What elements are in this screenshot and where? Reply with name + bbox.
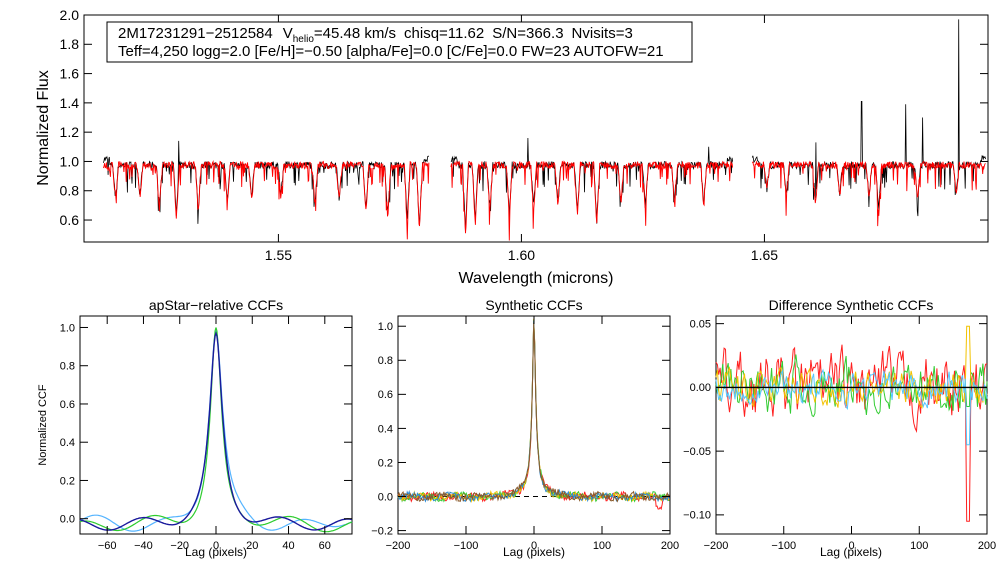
synthetic-ccf-y-tick-label: 1.0 (378, 321, 393, 333)
apstar-ccf-x-tick-label: 40 (282, 540, 294, 552)
spectrum-x-tick-label: 1.60 (508, 247, 535, 263)
synthetic-ccf-y-tick-label: 0.2 (378, 457, 393, 469)
info-line-2: Teff=4,250 logg=2.0 [Fe/H]=−0.50 [alpha/… (118, 43, 664, 60)
synthetic-ccf-panel: Synthetic CCFs −200 −100 0 100 200 −0.2 0.0 0.2… (371, 297, 679, 559)
difference-ccf-line (715, 354, 988, 418)
info-box-frame (106, 21, 693, 63)
synthetic-ccf-line (397, 322, 670, 503)
synthetic-ccf-y-tick-label: 0.0 (378, 491, 393, 503)
difference-ccf-panel: Difference Synthetic CCFs −200 −100 0 100 20… (683, 297, 996, 559)
chisq-value: chisq=11.62 (404, 25, 484, 42)
spectrum-panel: 1.55 1.60 1.65 0.6 0.8 1.0 1.2 1.4 1.6 1.8 2.0 Nor… (35, 7, 989, 287)
apstar-ccf-x-tick-label: −60 (98, 540, 117, 552)
spectrum-ticks: 1.55 1.60 1.65 0.6 0.8 1.0 1.2 1.4 1.6 1.8 2.0 (60, 7, 988, 263)
info-line-1: 2M17231291−2512584 Vhelio=45.48 km/s chisq… (118, 25, 633, 45)
synthetic-ccf-x-tick-label: −200 (386, 540, 411, 552)
model-spectrum-line (751, 160, 986, 227)
apstar-ccf-y-tick-label: 0.2 (60, 475, 75, 487)
synthetic-ccf-y-tick-label: 0.4 (378, 423, 393, 435)
apstar-ccf-x-tick-label: −40 (134, 540, 153, 552)
apstar-ccf-x-tick-label: 60 (319, 540, 331, 552)
snr-value: S/N=366.3 (492, 25, 563, 42)
spectrum-y-tick-label: 1.2 (60, 124, 80, 140)
spectrum-y-tick-label: 1.0 (60, 153, 80, 169)
observed-spectrum-line (450, 137, 733, 233)
synthetic-ccf-y-tick-label: −0.2 (371, 525, 393, 537)
spectrum-x-tick-label: 1.55 (265, 247, 292, 263)
synthetic-ccf-x-tick-label: −100 (454, 540, 479, 552)
synthetic-ccf-x-label: Lag (pixels) (503, 545, 565, 559)
apstar-ccf-line (79, 331, 353, 531)
spectrum-y-tick-label: 1.4 (60, 95, 80, 111)
apstar-ccf-title: apStar−relative CCFs (149, 297, 283, 313)
difference-ccf-x-tick-label: 0 (848, 540, 854, 552)
difference-ccf-x-tick-label: −100 (771, 540, 796, 552)
apstar-ccf-x-tick-label: 20 (246, 540, 258, 552)
nvisits-value: Nvisits=3 (572, 25, 633, 42)
synthetic-ccf-title: Synthetic CCFs (485, 297, 582, 313)
spectrum-y-tick-label: 0.6 (60, 212, 80, 228)
apstar-ccf-x-tick-label: 0 (213, 540, 219, 552)
difference-ccf-y-tick-label: 0.00 (690, 382, 711, 394)
synthetic-ccf-x-tick-label: 100 (593, 540, 611, 552)
difference-ccf-y-tick-label: −0.05 (683, 446, 711, 458)
v-prefix: V (283, 25, 293, 42)
apstar-ccf-x-label: Lag (pixels) (185, 545, 247, 559)
star-id: 2M17231291−2512584 (118, 25, 273, 42)
difference-ccf-line (715, 344, 988, 522)
difference-ccf-line (715, 368, 988, 446)
spectrum-frame (83, 14, 989, 243)
difference-ccf-title: Difference Synthetic CCFs (769, 297, 934, 313)
apstar-ccf-panel: apStar−relative CCFs −60 −40 −20 0 20 40 60 0.0… (37, 297, 353, 559)
difference-ccf-y-tick-label: 0.05 (690, 318, 711, 330)
apstar-ccf-line (79, 329, 353, 532)
difference-ccf-y-tick-label: −0.10 (683, 510, 711, 522)
spectrum-x-label: Wavelength (microns) (458, 270, 613, 287)
v-subscript: helio (293, 34, 315, 45)
spectrum-y-label: Normalized Flux (35, 70, 52, 186)
apstar-ccf-ticks: −60 −40 −20 0 20 40 60 0.0 0.2 0.4 0.6 0.8 1.0 (60, 316, 352, 552)
difference-ccf-ticks: −200 −100 0 100 200 −0.10 −0.05 0.00 0.05 (683, 316, 996, 552)
apstar-ccf-y-tick-label: 1.0 (60, 322, 75, 334)
synthetic-ccf-ticks: −200 −100 0 100 200 −0.2 0.0 0.2 0.4 0.6 0.8 1.0 (371, 316, 679, 552)
difference-ccf-x-tick-label: −200 (704, 540, 729, 552)
synthetic-ccf-series (397, 318, 670, 511)
apstar-ccf-line (79, 327, 353, 533)
apstar-ccf-y-tick-label: 0.0 (60, 514, 75, 526)
spectrum-y-tick-label: 1.8 (60, 36, 80, 52)
observed-spectrum-line (103, 140, 430, 226)
spectrum-series (102, 19, 986, 241)
v-helio-value: =45.48 km/s (314, 25, 396, 42)
difference-ccf-x-tick-label: 200 (978, 540, 996, 552)
synthetic-ccf-x-tick-label: 200 (661, 540, 679, 552)
apstar-ccf-y-tick-label: 0.6 (60, 399, 75, 411)
difference-ccf-x-label: Lag (pixels) (820, 545, 882, 559)
apstar-ccf-x-tick-label: −20 (170, 540, 189, 552)
synthetic-ccf-y-tick-label: 0.6 (378, 389, 393, 401)
model-spectrum-line (450, 160, 734, 241)
apstar-ccf-y-label: Normalized CCF (37, 384, 49, 466)
apstar-ccf-frame (79, 315, 353, 535)
difference-ccf-frame (715, 315, 988, 535)
spectrum-y-tick-label: 0.8 (60, 183, 80, 199)
model-spectrum-line (102, 160, 430, 240)
spectrum-y-tick-label: 2.0 (60, 7, 80, 23)
info-box: 2M17231291−2512584 Vhelio=45.48 km/s chisq… (106, 21, 693, 63)
difference-ccf-series (715, 325, 988, 522)
apstar-ccf-y-tick-label: 0.8 (60, 361, 75, 373)
synthetic-ccf-y-tick-label: 0.8 (378, 355, 393, 367)
spectrum-y-tick-label: 1.6 (60, 65, 80, 81)
apstar-ccf-series (79, 327, 353, 533)
synthetic-ccf-x-tick-label: 0 (531, 540, 537, 552)
difference-ccf-x-tick-label: 100 (910, 540, 928, 552)
apstar-ccf-y-tick-label: 0.4 (60, 437, 75, 449)
spectrum-x-tick-label: 1.65 (751, 247, 778, 263)
